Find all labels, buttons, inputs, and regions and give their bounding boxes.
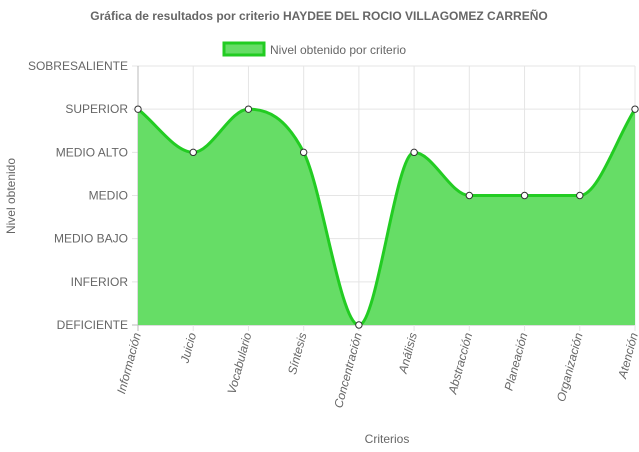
data-point[interactable] [134, 105, 142, 113]
x-tick-label: Concentración [331, 331, 365, 410]
x-tick-label: Información [114, 331, 144, 395]
x-axis-title: Criterios [365, 432, 410, 446]
data-point[interactable] [244, 105, 253, 113]
y-tick-label: MEDIO ALTO [56, 145, 128, 159]
y-tick-label: DEFICIENTE [57, 318, 128, 332]
legend-label: Nivel obtenido por criterio [270, 43, 406, 57]
y-tick-label: INFERIOR [71, 275, 129, 289]
x-tick-labels: Información Juicio Vocabulario Síntesis Conc… [114, 331, 639, 410]
data-point[interactable] [631, 105, 639, 113]
y-tick-label: MEDIO [89, 189, 128, 203]
x-tick-label: Análisis [396, 331, 420, 376]
x-tick-label: Vocabulario [225, 331, 255, 396]
x-tick-label: Planeación [502, 331, 531, 392]
data-point[interactable] [520, 191, 529, 200]
data-point[interactable] [355, 321, 363, 329]
y-tick-label: SOBRESALIENTE [28, 59, 128, 73]
y-tick-label: MEDIO BAJO [54, 232, 128, 246]
chart-title: Gráfica de resultados por criterio HAYDE… [90, 8, 547, 23]
x-tick-label: Síntesis [285, 331, 310, 376]
y-tick-labels: DEFICIENTE INFERIOR MEDIO BAJO MEDIO MEDIO A… [28, 59, 128, 332]
data-point[interactable] [189, 148, 197, 157]
x-tick-label: Organización [554, 331, 586, 403]
series-line [137, 107, 637, 327]
legend[interactable]: Nivel obtenido por criterio [222, 41, 406, 57]
y-axis-title: Nivel obtenido [4, 158, 18, 234]
data-point[interactable] [465, 191, 474, 200]
legend-swatch [222, 41, 266, 57]
x-tick-label: Juicio [177, 331, 199, 366]
data-point[interactable] [576, 191, 584, 200]
area-layer [137, 107, 637, 327]
data-point[interactable] [299, 148, 308, 157]
series-area [138, 109, 635, 325]
y-tick-label: SUPERIOR [65, 102, 128, 116]
x-tick-label: Abstracción [445, 331, 475, 396]
data-point[interactable] [410, 148, 418, 157]
x-tick-label: Atención [615, 331, 639, 381]
points [134, 105, 639, 329]
